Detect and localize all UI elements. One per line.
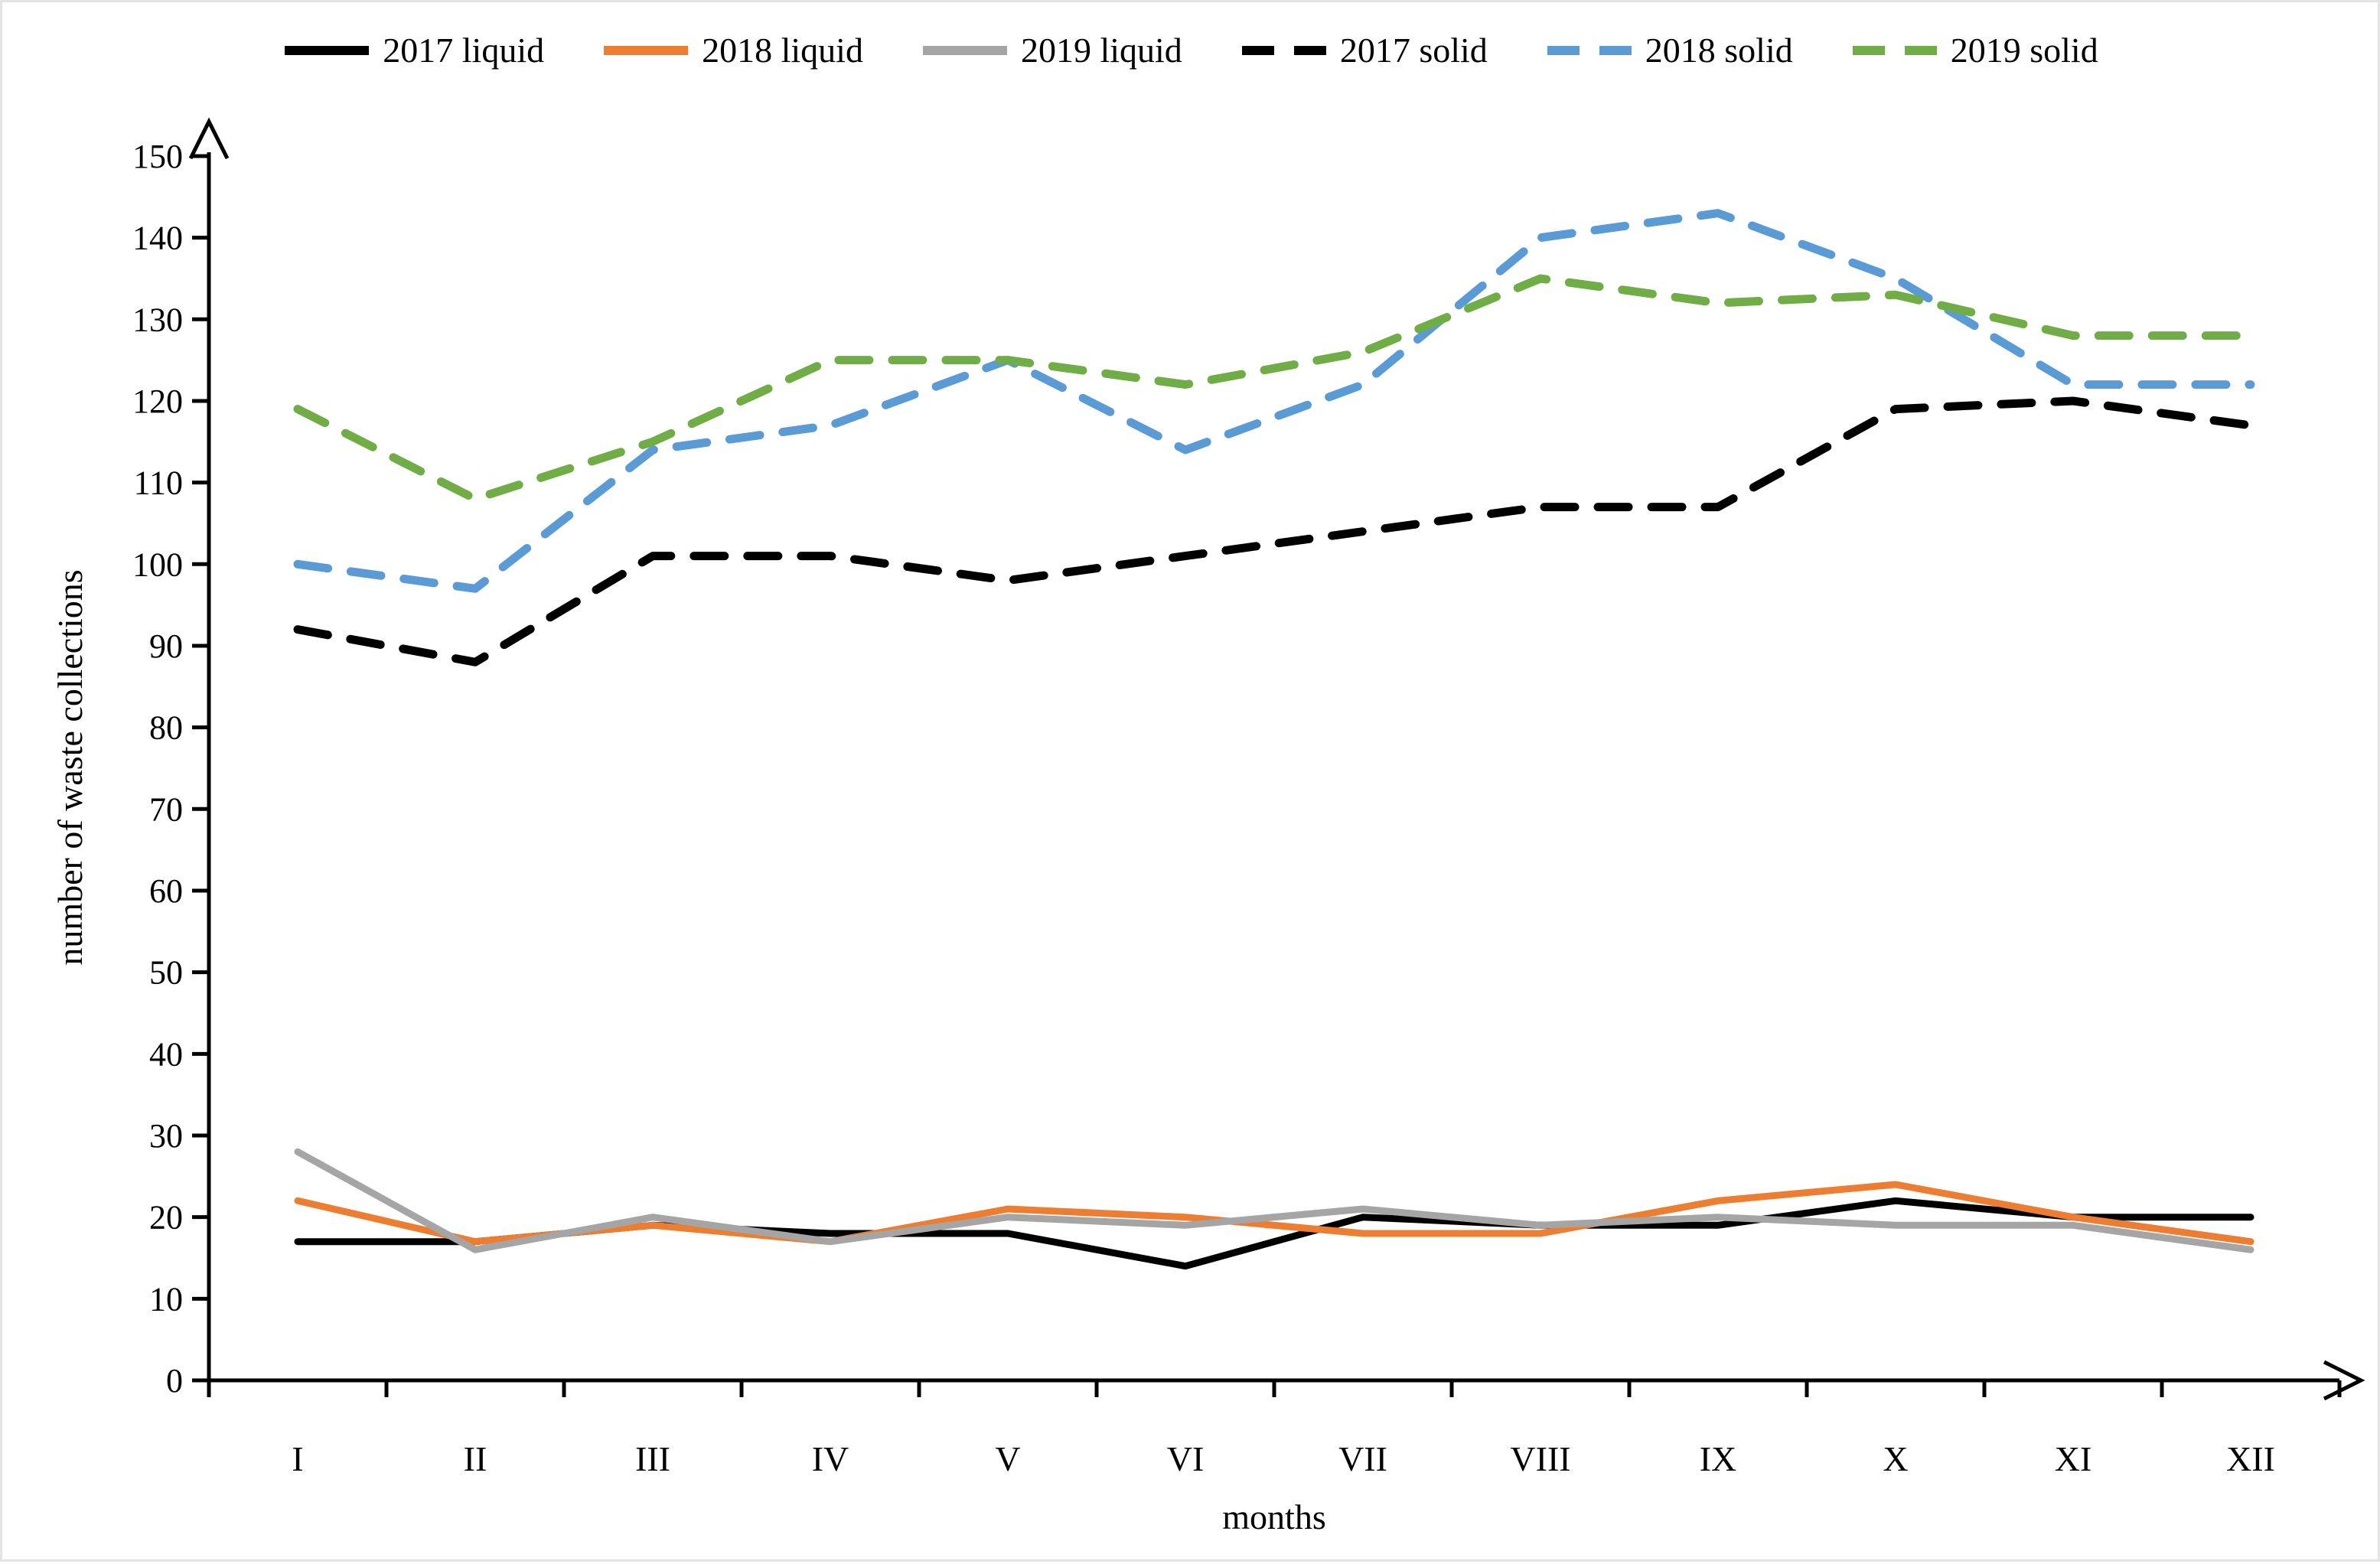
y-tick-label: 0 (166, 1362, 183, 1399)
legend-label: 2019 solid (1950, 31, 2098, 70)
x-category-label: X (1883, 1439, 1908, 1478)
series-lines (293, 209, 2255, 1270)
x-category-label: VII (1338, 1439, 1387, 1478)
y-tick-label: 30 (149, 1117, 183, 1155)
solid-line-swatch-icon (604, 46, 689, 55)
legend-item-2017-solid: 2017 solid (1239, 33, 1488, 68)
y-tick-label: 140 (132, 220, 183, 257)
series-line-2018-liquid (294, 1181, 2254, 1246)
legend-label: 2018 solid (1645, 31, 1793, 70)
solid-line-swatch-icon (922, 46, 1007, 55)
x-category-label: VI (1167, 1439, 1205, 1478)
x-category-label: V (995, 1439, 1020, 1478)
y-axis-title: number of waste collections (51, 569, 90, 965)
y-tick-label: 50 (149, 954, 183, 992)
legend-label: 2019 liquid (1020, 31, 1182, 70)
y-tick-label: 120 (132, 383, 183, 420)
legend-item-2017-liquid: 2017 liquid (282, 33, 544, 68)
series-line-2019-solid (293, 274, 2255, 503)
dashed-line-swatch-icon (1241, 46, 1326, 55)
legend: 2017 liquid 2018 liquid 2019 liquid 2017 so… (2, 33, 2378, 68)
y-tick-label: 100 (132, 546, 183, 583)
x-axis-title: months (1222, 1497, 1325, 1536)
solid-line-swatch-icon (285, 46, 370, 55)
series-line-2018-solid (293, 209, 2255, 593)
y-tick-label: 80 (149, 709, 183, 747)
legend-item-2019-liquid: 2019 liquid (920, 33, 1182, 68)
x-category-label: XII (2226, 1439, 2275, 1478)
series-line-2019-liquid (294, 1148, 2254, 1253)
y-tick-label: 10 (149, 1280, 183, 1318)
x-category-label: IV (812, 1439, 849, 1478)
series-line-2017-solid (293, 396, 2255, 666)
y-tick-label: 20 (149, 1199, 183, 1237)
y-tick-label: 40 (149, 1035, 183, 1073)
x-category-label: II (464, 1439, 487, 1478)
x-category-label: I (292, 1439, 303, 1478)
x-category-label: IX (1700, 1439, 1737, 1478)
y-tick-label: 110 (134, 464, 183, 502)
y-tick-label: 70 (149, 790, 183, 828)
dashed-line-swatch-icon (1547, 46, 1632, 55)
x-category-label: III (635, 1439, 670, 1478)
y-tick-label: 60 (149, 872, 183, 910)
x-category-label: VIII (1510, 1439, 1570, 1478)
legend-item-2019-solid: 2019 solid (1850, 33, 2098, 68)
legend-item-2018-solid: 2018 solid (1544, 33, 1793, 68)
legend-label: 2018 liquid (702, 31, 863, 70)
legend-label: 2017 solid (1339, 31, 1488, 70)
legend-item-2018-liquid: 2018 liquid (601, 33, 863, 68)
legend-label: 2017 liquid (383, 31, 545, 70)
y-tick-label: 150 (132, 138, 183, 175)
x-category-label: XI (2055, 1439, 2092, 1478)
y-tick-label: 90 (149, 627, 183, 665)
y-tick-label: 130 (132, 301, 183, 338)
dashed-line-swatch-icon (1852, 46, 1937, 55)
